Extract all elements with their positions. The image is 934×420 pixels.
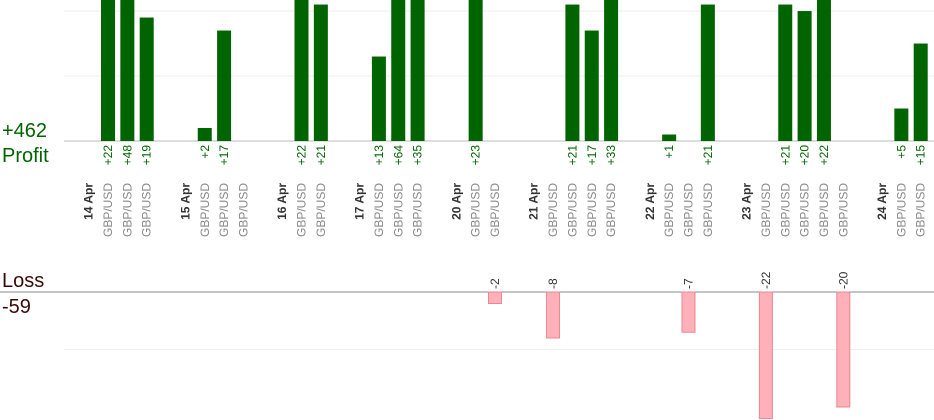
loss-value-label: -20: [836, 271, 850, 289]
date-label: 15 Apr: [178, 183, 192, 220]
profit-value-label: +64: [391, 145, 405, 166]
profit-value-label: +21: [314, 145, 328, 166]
category-label: GBP/USD: [701, 183, 715, 237]
profit-value-label: +17: [217, 145, 231, 166]
category-label: GBP/USD: [914, 183, 928, 237]
date-label: 22 Apr: [643, 183, 657, 220]
category-label: GBP/USD: [546, 183, 560, 237]
category-label: GBP/USD: [411, 183, 425, 237]
profit-value-label: +2: [198, 145, 212, 159]
loss-value-label: -7: [682, 278, 696, 289]
category-label: GBP/USD: [391, 183, 405, 237]
date-label: 21 Apr: [527, 183, 541, 220]
profit-value-label: +35: [411, 145, 425, 166]
profit-bar: [894, 108, 909, 141]
profit-value-label: +20: [798, 145, 812, 166]
profit-bar: [313, 4, 328, 141]
loss-bar: [488, 291, 502, 304]
profit-value-label: +5: [894, 145, 908, 159]
profit-bar: [410, 0, 425, 141]
category-label: GBP/USD: [198, 183, 212, 237]
profit-bar: [391, 0, 406, 141]
category-label: GBP/USD: [565, 183, 579, 237]
profit-total: +462: [2, 120, 47, 142]
category-label: GBP/USD: [798, 183, 812, 237]
category-label: GBP/USD: [817, 183, 831, 237]
loss-bar: [546, 291, 561, 339]
loss-value-label: -2: [488, 278, 502, 289]
loss-bar: [681, 291, 696, 333]
category-label: GBP/USD: [778, 183, 792, 237]
profit-bar: [294, 0, 309, 141]
profit-value-label: +15: [914, 145, 928, 166]
profit-value-label: +13: [372, 145, 386, 166]
category-label: GBP/USD: [585, 183, 599, 237]
profit-bar: [101, 0, 115, 141]
date-label: 20 Apr: [449, 183, 463, 220]
profit-bar: [371, 56, 386, 141]
category-label: GBP/USD: [295, 183, 309, 237]
profit-bar: [565, 4, 580, 141]
profit-bar: [913, 43, 928, 141]
profit-value-label: +1: [662, 145, 676, 159]
category-label: GBP/USD: [372, 183, 386, 237]
category-label: GBP/USD: [120, 183, 134, 237]
category-label: GBP/USD: [604, 183, 618, 237]
date-label: 14 Apr: [82, 183, 96, 220]
loss-bar: [758, 291, 773, 419]
category-label: GBP/USD: [101, 183, 115, 237]
profit-bar: [584, 30, 599, 141]
loss-value-label: -8: [546, 278, 560, 289]
category-label: GBP/USD: [217, 183, 231, 237]
category-label: GBP/USD: [836, 183, 850, 237]
profit-value-label: +21: [778, 145, 792, 166]
profit-value-label: +19: [140, 145, 154, 166]
date-label: 17 Apr: [353, 183, 367, 220]
category-label: GBP/USD: [894, 183, 908, 237]
category-label: GBP/USD: [682, 183, 696, 237]
profit-value-label: +21: [565, 145, 579, 166]
date-label: 24 Apr: [875, 183, 889, 220]
profit-bar: [120, 0, 135, 141]
profit-label: Profit: [2, 145, 49, 167]
profit-bar: [662, 134, 677, 141]
profit-value-label: +48: [120, 145, 134, 166]
profit-bar: [604, 0, 619, 141]
loss-total: -59: [2, 296, 31, 318]
profit-value-label: +33: [604, 145, 618, 166]
loss-value-label: -22: [759, 271, 773, 289]
profit-value-label: +23: [469, 145, 483, 166]
date-label: 23 Apr: [740, 183, 754, 220]
profit-bar: [797, 11, 812, 141]
profit-bar: [778, 4, 793, 141]
profit-bar: [700, 4, 715, 141]
profit-bar: [468, 0, 483, 141]
category-label: GBP/USD: [488, 183, 502, 237]
category-label: GBP/USD: [469, 183, 483, 237]
date-label: 16 Apr: [275, 183, 289, 220]
profit-bar: [139, 17, 154, 141]
profit-bar: [217, 30, 232, 141]
category-label: GBP/USD: [314, 183, 328, 237]
profit-bar: [816, 0, 831, 141]
profit-value-label: +22: [295, 145, 309, 166]
profit-value-label: +21: [701, 145, 715, 166]
profit-value-label: +22: [101, 145, 115, 166]
loss-label: Loss: [2, 270, 44, 292]
loss-bar: [836, 291, 851, 408]
category-label: GBP/USD: [140, 183, 154, 237]
profit-value-label: +17: [585, 145, 599, 166]
category-label: GBP/USD: [236, 183, 250, 237]
profit-bar: [197, 128, 212, 141]
category-label: GBP/USD: [662, 183, 676, 237]
category-label: GBP/USD: [759, 183, 773, 237]
profit-value-label: +22: [817, 145, 831, 166]
